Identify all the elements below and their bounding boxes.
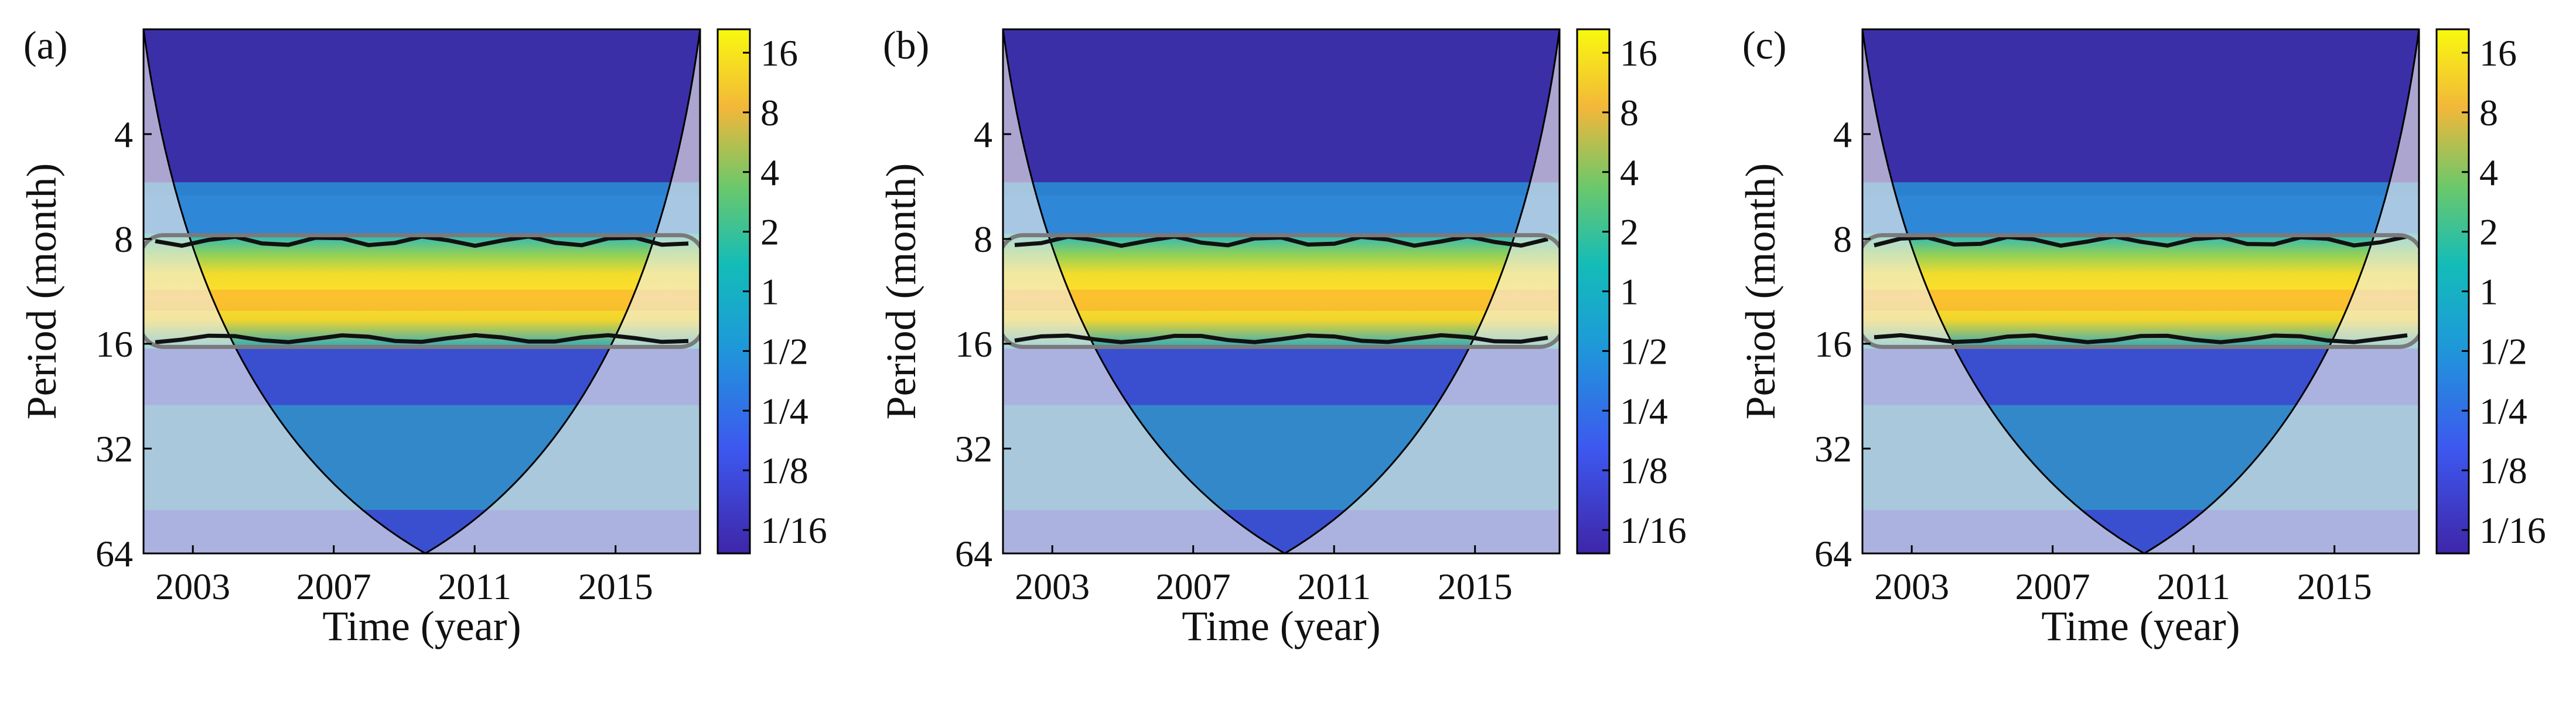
colorbar-tick-label: 2 (2479, 211, 2498, 253)
colorbar-tick-label: 1/4 (1620, 390, 1668, 432)
heatmap-low-power-region (144, 29, 700, 196)
panel-0: 4 8 16 32 64 2003 2007 2011 2015 Time (year) Perio… (18, 23, 827, 649)
significance-contour-upper (1874, 234, 2408, 248)
cone-of-influence-shade (1862, 29, 2419, 553)
colorbar-tick-label: 16 (1620, 32, 1657, 74)
colorbar-tick-label: 8 (1620, 92, 1639, 134)
colorbar-tick-label: 1 (760, 271, 779, 313)
band-gray-contour (1003, 233, 1560, 349)
heatmap-low-power-region (1862, 29, 2419, 196)
peak-band (1862, 289, 2419, 311)
x-tick-label: 2007 (296, 566, 371, 607)
heatmap-area (1003, 29, 1560, 553)
colorbar-tick-label: 1/8 (760, 450, 808, 491)
x-axis-title: Time (year) (2041, 603, 2240, 649)
y-tick-label: 8 (974, 218, 992, 260)
colorbar-tick-label: 1/2 (1620, 330, 1668, 372)
x-axis-title: Time (year) (322, 603, 521, 649)
colorbar-tick-label: 4 (1620, 152, 1639, 193)
y-tick-label: 64 (95, 533, 133, 575)
colorbar-tick-label: 2 (1620, 211, 1639, 253)
y-tick-label: 64 (1814, 533, 1852, 575)
heatmap-low-power-region (1003, 29, 1560, 196)
colorbar-tick-label: 1 (1620, 271, 1639, 313)
cone-of-influence-shade (144, 29, 700, 553)
x-tick-label: 2011 (2157, 566, 2230, 607)
y-tick-label: 32 (95, 428, 133, 470)
x-tick-label: 2015 (2297, 566, 2372, 607)
x-tick-label: 2011 (438, 566, 511, 607)
peak-band (144, 289, 700, 311)
y-tick-label: 8 (1833, 218, 1852, 260)
plot-frame (142, 28, 701, 555)
x-tick-label: 2007 (1156, 566, 1231, 607)
y-tick-label: 32 (1814, 428, 1852, 470)
y-tick-label: 4 (114, 114, 133, 155)
significance-contour-lower (1014, 333, 1548, 344)
panel-label: (a) (23, 23, 67, 67)
y-tick-label: 64 (955, 533, 992, 575)
panel-label: (b) (883, 23, 929, 67)
colorbar-tick-label: 1/2 (2479, 330, 2527, 372)
y-tick-label: 32 (955, 428, 992, 470)
colorbar-tick-label: 2 (760, 211, 779, 253)
colorbar-tick-label: 1/8 (2479, 450, 2527, 491)
colorbar-tick-label: 1/16 (2479, 509, 2546, 551)
y-tick-label: 8 (114, 218, 133, 260)
colorbar-tick-label: 1/16 (1620, 509, 1687, 551)
y-tick-label: 16 (95, 323, 133, 365)
y-tick-label: 4 (974, 114, 992, 155)
x-tick-label: 2015 (578, 566, 653, 607)
peak-band (1003, 289, 1560, 311)
significance-contour-lower (1874, 333, 2408, 344)
x-tick-label: 2015 (1438, 566, 1513, 607)
colorbar-tick-label: 1/8 (1620, 450, 1668, 491)
plot-frame (1002, 28, 1561, 555)
x-tick-label: 2003 (1015, 566, 1090, 607)
colorbar-tick-label: 16 (2479, 32, 2517, 74)
colorbar-tick-label: 1/4 (760, 390, 808, 432)
colorbar-tick-label: 4 (760, 152, 779, 193)
colorbar-tick-label: 1 (2479, 271, 2498, 313)
y-axis-title: Period (month) (878, 163, 924, 420)
panel-1: 4 8 16 32 64 2003 2007 2011 2015 Time (year) Perio… (878, 23, 1687, 649)
colorbar-tick-label: 1/4 (2479, 390, 2527, 432)
colorbar-tick-label: 1/2 (760, 330, 808, 372)
band-gray-contour (1862, 233, 2419, 349)
y-tick-label: 16 (955, 323, 992, 365)
colorbar-tick-label: 16 (760, 32, 798, 74)
colorbar-tick-label: 1/16 (760, 509, 827, 551)
y-tick-label: 4 (1833, 114, 1852, 155)
y-axis-title: Period (month) (1737, 163, 1784, 420)
cone-of-influence-shade (1003, 29, 1560, 553)
x-axis-title: Time (year) (1182, 603, 1380, 649)
y-axis-title: Period (month) (18, 163, 65, 420)
panel-label: (c) (1742, 23, 1786, 67)
x-tick-label: 2011 (1297, 566, 1371, 607)
significance-contour-lower (155, 333, 689, 344)
x-tick-label: 2003 (1874, 566, 1949, 607)
panel-2: 4 8 16 32 64 2003 2007 2011 2015 Time (year) Perio… (1737, 23, 2546, 649)
plot-frame (1861, 28, 2420, 555)
y-tick-label: 16 (1814, 323, 1852, 365)
heatmap-area (1862, 29, 2419, 553)
colorbar-tick-label: 4 (2479, 152, 2498, 193)
x-tick-label: 2007 (2015, 566, 2090, 607)
band-gray-contour (144, 233, 700, 349)
colorbar-tick-label: 8 (2479, 92, 2498, 134)
heatmap-area (144, 29, 700, 553)
significance-contour-upper (1014, 234, 1548, 248)
colorbar-tick-label: 8 (760, 92, 779, 134)
x-tick-label: 2003 (155, 566, 230, 607)
